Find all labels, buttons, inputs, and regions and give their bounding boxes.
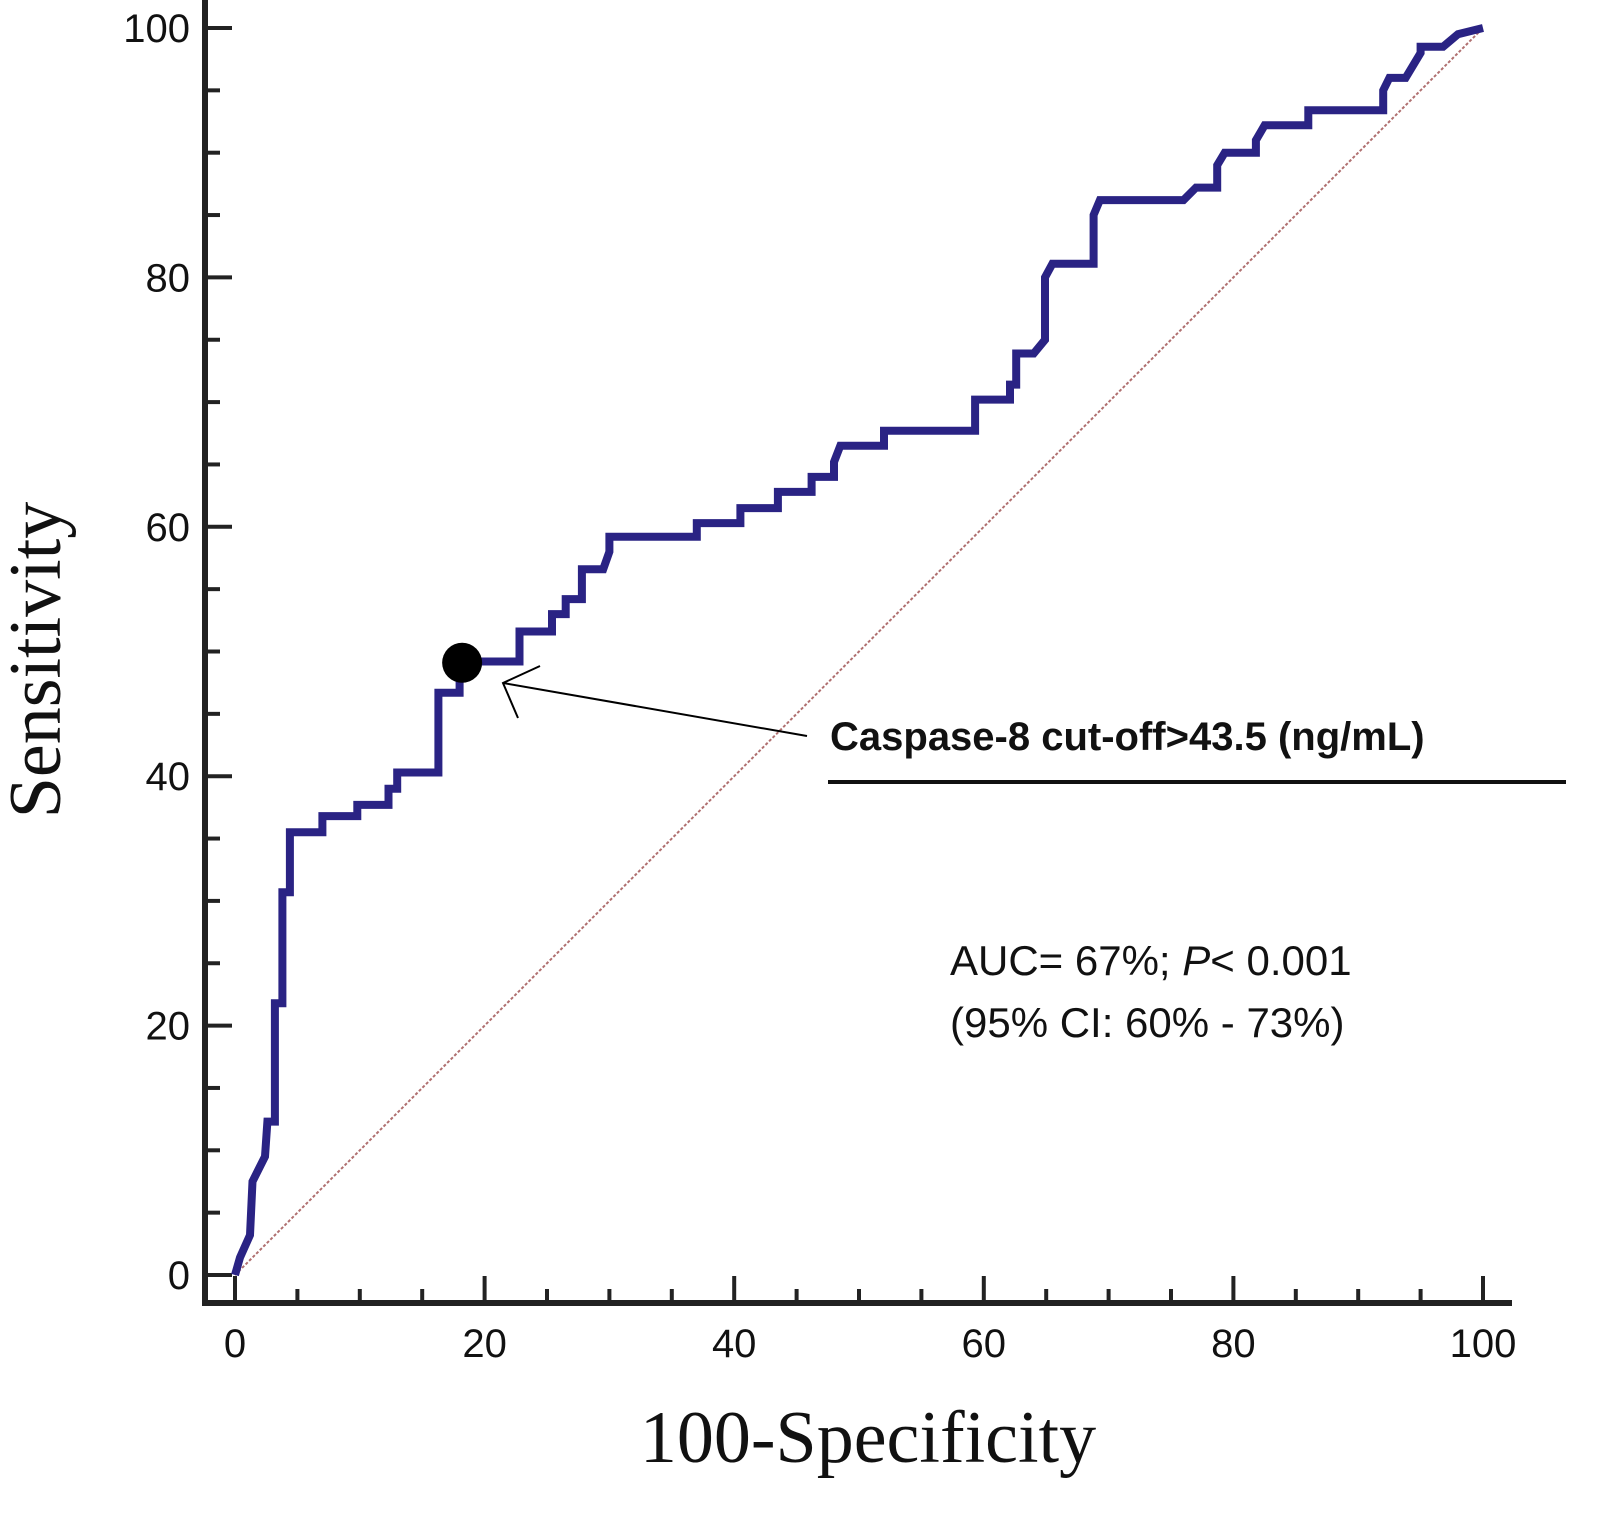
x-tick-label: 60 bbox=[962, 1322, 1007, 1366]
x-tick-label: 0 bbox=[224, 1322, 246, 1366]
auc-prefix: AUC= 67%; bbox=[950, 937, 1182, 984]
roc-curve bbox=[231, 24, 1484, 1277]
y-axis-title: Sensitivity bbox=[0, 502, 77, 819]
y-tick-labels: 0 20 40 60 80 100 bbox=[123, 7, 190, 1298]
x-tick-labels: 0 20 40 60 80 100 bbox=[224, 1322, 1517, 1366]
auc-suffix: < 0.001 bbox=[1210, 937, 1351, 984]
axes bbox=[202, 0, 1512, 1306]
reference-diagonal bbox=[234, 27, 1484, 1276]
y-tick-label: 20 bbox=[146, 1005, 191, 1049]
cutoff-marker bbox=[442, 642, 483, 683]
auc-text: AUC= 67%; P< 0.001 bbox=[950, 937, 1352, 984]
ci-text: (95% CI: 60% - 73%) bbox=[950, 999, 1345, 1046]
y-tick-label: 100 bbox=[123, 7, 190, 51]
x-tick-label: 20 bbox=[462, 1322, 507, 1366]
y-tick-label: 0 bbox=[168, 1254, 190, 1298]
x-tick-label: 40 bbox=[712, 1322, 757, 1366]
cutoff-label: Caspase-8 cut-off>43.5 (ng/mL) bbox=[830, 715, 1425, 759]
x-tick-label: 100 bbox=[1450, 1322, 1517, 1366]
x-axis-title: 100-Specificity bbox=[640, 1397, 1096, 1479]
auc-p: P bbox=[1182, 937, 1210, 984]
x-tick-label: 80 bbox=[1211, 1322, 1256, 1366]
y-tick-label: 60 bbox=[146, 506, 191, 550]
y-tick-label: 80 bbox=[146, 256, 191, 300]
y-tick-label: 40 bbox=[146, 755, 191, 799]
cutoff-arrow bbox=[501, 665, 808, 737]
